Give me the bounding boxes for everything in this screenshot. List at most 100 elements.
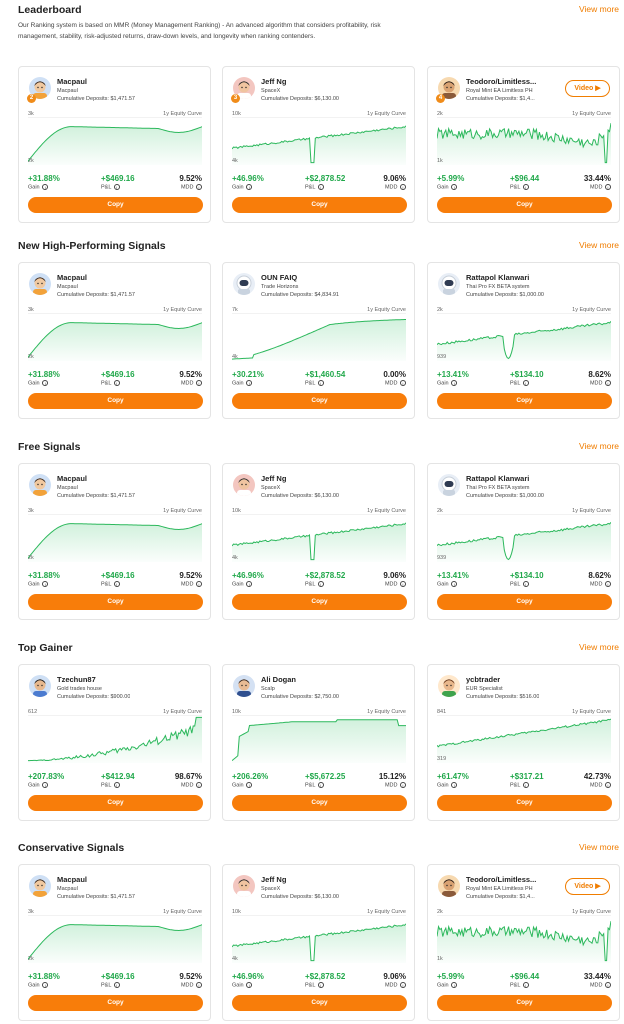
info-icon[interactable]: i <box>113 982 120 988</box>
trader-name[interactable]: Macpaul <box>57 474 88 483</box>
copy-button[interactable]: Copy <box>232 594 407 610</box>
copy-button[interactable]: Copy <box>232 795 407 811</box>
trader-name[interactable]: Ali Dogan <box>261 675 296 684</box>
view-more-link[interactable]: View more <box>579 4 619 14</box>
trader-name[interactable]: OUN FAIQ <box>261 273 298 282</box>
info-icon[interactable]: i <box>113 184 120 190</box>
info-icon[interactable]: i <box>605 184 611 190</box>
info-icon[interactable]: i <box>605 982 611 988</box>
copy-button[interactable]: Copy <box>28 995 203 1011</box>
info-icon[interactable]: i <box>317 982 324 988</box>
video-button[interactable]: Video ▶ <box>565 80 610 97</box>
info-icon[interactable]: i <box>42 581 49 587</box>
trader-name[interactable]: Macpaul <box>57 273 88 282</box>
info-icon[interactable]: i <box>400 782 406 788</box>
signal-card[interactable]: ycbtrader EUR Specialist Cumulative Depo… <box>427 664 620 821</box>
copy-button[interactable]: Copy <box>437 197 612 213</box>
info-icon[interactable]: i <box>246 982 253 988</box>
copy-button[interactable]: Copy <box>28 594 203 610</box>
signal-card[interactable]: 3 Jeff Ng SpaceX Cumulative Deposits: $6… <box>222 66 415 223</box>
trader-name[interactable]: Macpaul <box>57 875 88 884</box>
copy-button[interactable]: Copy <box>28 197 203 213</box>
copy-button[interactable]: Copy <box>28 393 203 409</box>
copy-button[interactable]: Copy <box>437 995 612 1011</box>
copy-button[interactable]: Copy <box>437 393 612 409</box>
signal-card[interactable]: Macpaul Macpaul Cumulative Deposits: $1,… <box>18 463 211 620</box>
info-icon[interactable]: i <box>196 581 202 587</box>
info-icon[interactable]: i <box>605 782 611 788</box>
trader-name[interactable]: Teodoro/Limitless... <box>466 875 537 884</box>
signal-card[interactable]: 2 Macpaul Macpaul Cumulative Deposits: $… <box>18 66 211 223</box>
info-icon[interactable]: i <box>451 380 458 386</box>
info-icon[interactable]: i <box>317 581 324 587</box>
info-icon[interactable]: i <box>113 782 120 788</box>
trader-name[interactable]: Rattapol Klanwari <box>466 273 530 282</box>
info-icon[interactable]: i <box>605 380 611 386</box>
info-icon[interactable]: i <box>42 184 49 190</box>
signal-card[interactable]: Jeff Ng SpaceX Cumulative Deposits: $6,1… <box>222 864 415 1021</box>
view-more-link[interactable]: View more <box>579 642 619 652</box>
view-more-link[interactable]: View more <box>579 441 619 451</box>
copy-button[interactable]: Copy <box>232 995 407 1011</box>
trader-name[interactable]: Jeff Ng <box>261 474 287 483</box>
gain-label-text: Gain <box>232 380 244 387</box>
info-icon[interactable]: i <box>196 380 202 386</box>
view-more-link[interactable]: View more <box>579 842 619 852</box>
info-icon[interactable]: i <box>196 782 202 788</box>
trader-name[interactable]: Jeff Ng <box>261 875 287 884</box>
info-icon[interactable]: i <box>42 982 49 988</box>
signal-card[interactable]: Tzechun87 Gold trades house Cumulative D… <box>18 664 211 821</box>
trader-name[interactable]: ycbtrader <box>466 675 501 684</box>
pnl-label: P&L i <box>510 380 529 386</box>
trader-name[interactable]: Tzechun87 <box>57 675 96 684</box>
info-icon[interactable]: i <box>246 184 253 190</box>
info-icon[interactable]: i <box>317 380 324 386</box>
copy-button[interactable]: Copy <box>232 197 407 213</box>
info-icon[interactable]: i <box>196 982 202 988</box>
signal-card[interactable]: 4 Teodoro/Limitless... Royal Mint EA Lim… <box>427 66 620 223</box>
info-icon[interactable]: i <box>317 184 324 190</box>
info-icon[interactable]: i <box>451 184 458 190</box>
view-more-link[interactable]: View more <box>579 240 619 250</box>
equity-curve-label: 1y Equity Curve <box>163 111 202 117</box>
video-button[interactable]: Video ▶ <box>565 878 610 895</box>
signal-card[interactable]: OUN FAIQ Trade Horizons Cumulative Depos… <box>222 262 415 419</box>
trader-name[interactable]: Rattapol Klanwari <box>466 474 530 483</box>
info-icon[interactable]: i <box>246 380 253 386</box>
info-icon[interactable]: i <box>522 581 529 587</box>
info-icon[interactable]: i <box>317 782 324 788</box>
copy-button[interactable]: Copy <box>437 594 612 610</box>
info-icon[interactable]: i <box>522 184 529 190</box>
info-icon[interactable]: i <box>246 782 253 788</box>
info-icon[interactable]: i <box>246 581 253 587</box>
info-icon[interactable]: i <box>522 782 529 788</box>
info-icon[interactable]: i <box>605 581 611 587</box>
info-icon[interactable]: i <box>522 982 529 988</box>
signal-card[interactable]: Rattapol Klanwari Thai Pro FX BETA syste… <box>427 262 620 419</box>
info-icon[interactable]: i <box>400 982 406 988</box>
copy-button[interactable]: Copy <box>437 795 612 811</box>
copy-button[interactable]: Copy <box>232 393 407 409</box>
signal-card[interactable]: Jeff Ng SpaceX Cumulative Deposits: $6,1… <box>222 463 415 620</box>
signal-card[interactable]: Ali Dogan Scalp Cumulative Deposits: $2,… <box>222 664 415 821</box>
signal-card[interactable]: Macpaul Macpaul Cumulative Deposits: $1,… <box>18 864 211 1021</box>
info-icon[interactable]: i <box>400 380 406 386</box>
info-icon[interactable]: i <box>522 380 529 386</box>
trader-name[interactable]: Macpaul <box>57 77 88 86</box>
info-icon[interactable]: i <box>42 380 49 386</box>
trader-name[interactable]: Teodoro/Limitless... <box>466 77 537 86</box>
signal-card[interactable]: Teodoro/Limitless... Royal Mint EA Limit… <box>427 864 620 1021</box>
info-icon[interactable]: i <box>451 581 458 587</box>
info-icon[interactable]: i <box>451 982 458 988</box>
signal-card[interactable]: Rattapol Klanwari Thai Pro FX BETA syste… <box>427 463 620 620</box>
info-icon[interactable]: i <box>400 581 406 587</box>
trader-name[interactable]: Jeff Ng <box>261 77 287 86</box>
info-icon[interactable]: i <box>113 581 120 587</box>
copy-button[interactable]: Copy <box>28 795 203 811</box>
info-icon[interactable]: i <box>113 380 120 386</box>
signal-card[interactable]: Macpaul Macpaul Cumulative Deposits: $1,… <box>18 262 211 419</box>
info-icon[interactable]: i <box>451 782 458 788</box>
info-icon[interactable]: i <box>400 184 406 190</box>
info-icon[interactable]: i <box>42 782 49 788</box>
info-icon[interactable]: i <box>196 184 202 190</box>
